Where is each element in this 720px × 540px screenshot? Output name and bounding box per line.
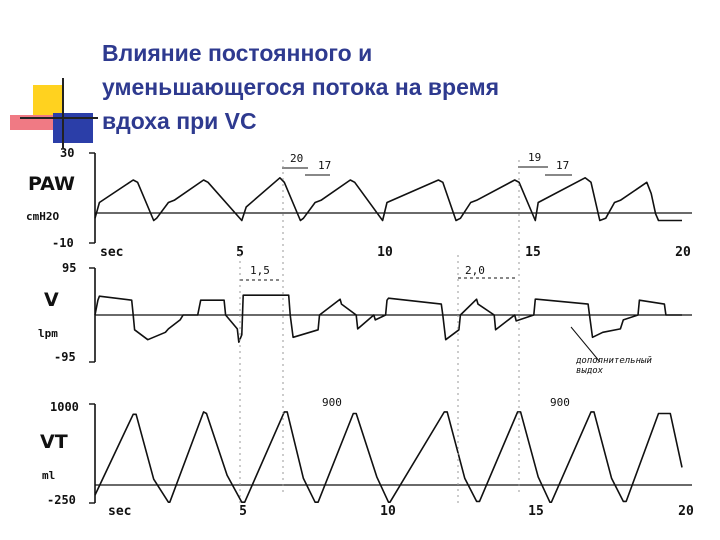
x-tick-label: sec bbox=[100, 245, 123, 260]
x-tick-label: 15 bbox=[528, 504, 544, 519]
annotation: 1,5 bbox=[250, 264, 270, 277]
y-tick-label: -95 bbox=[54, 350, 76, 364]
annotation: 17 bbox=[556, 159, 569, 172]
annotation: 2,0 bbox=[465, 264, 485, 277]
x-tick-label: 15 bbox=[525, 245, 541, 260]
y-tick-label: 95 bbox=[62, 261, 76, 275]
series-line-volume bbox=[94, 411, 683, 503]
x-tick-label: 20 bbox=[675, 245, 691, 260]
panel-unit: lpm bbox=[38, 327, 58, 340]
y-tick-label: 30 bbox=[60, 146, 74, 160]
annotation-leader bbox=[570, 326, 601, 363]
annotation: 17 bbox=[318, 159, 331, 172]
annotation: 900 bbox=[550, 396, 570, 409]
y-tick-label: 1000 bbox=[50, 400, 79, 414]
panel-unit: cmH2O bbox=[26, 210, 59, 223]
panel-label: PAW bbox=[28, 173, 75, 195]
x-tick-label: 5 bbox=[236, 245, 244, 260]
deco-horizontal-line bbox=[20, 117, 98, 119]
annotation: дополнительный bbox=[575, 356, 652, 366]
x-tick-label: 5 bbox=[239, 504, 247, 519]
panel-label: VT bbox=[40, 431, 68, 453]
series-line-paw bbox=[94, 177, 682, 222]
annotation: выдох bbox=[576, 366, 604, 376]
annotation: 19 bbox=[528, 151, 541, 164]
deco-vertical-line bbox=[62, 78, 64, 148]
annotation: 20 bbox=[290, 152, 303, 165]
x-tick-label: 10 bbox=[377, 245, 393, 260]
panel-label: V bbox=[44, 289, 59, 311]
slide-title: Влияние постоянного и уменьшающегося пот… bbox=[102, 40, 500, 134]
x-tick-label: 20 bbox=[678, 504, 694, 519]
deco-yellow-square bbox=[33, 85, 63, 115]
annotation: 900 bbox=[322, 396, 342, 409]
y-tick-label: -10 bbox=[52, 236, 74, 250]
panel-unit: ml bbox=[42, 469, 55, 482]
x-tick-label: sec bbox=[108, 504, 131, 519]
x-tick-label: 10 bbox=[380, 504, 396, 519]
series-line-flow bbox=[94, 294, 682, 343]
y-tick-label: -250 bbox=[47, 493, 76, 507]
